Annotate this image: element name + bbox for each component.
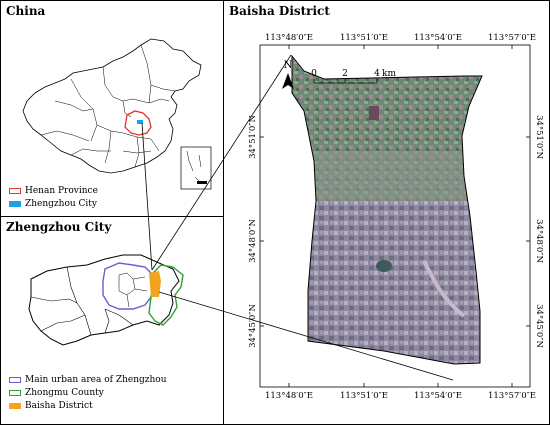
china-panel-title: China [6, 4, 46, 18]
zhengzhou-outline [28, 254, 180, 346]
legend-baisha-label: Baisha District [25, 401, 93, 411]
lat-label-left: 34°48′0″N [248, 219, 258, 263]
lat-label-right: 34°51′0″N [534, 115, 544, 159]
lon-label-top: 113°48′0″E [265, 33, 313, 43]
legend-main-urban: Main urban area of Zhengzhou [9, 375, 167, 385]
lon-label-bottom: 113°51′0″E [340, 391, 388, 401]
lon-label-top: 113°51′0″E [340, 33, 388, 43]
lon-label-bottom: 113°57′0″E [488, 391, 536, 401]
baisha-swatch [9, 403, 21, 409]
urban-swatch [9, 377, 21, 383]
china-outline [22, 38, 202, 174]
legend-zhongmu-label: Zhongmu County [25, 388, 104, 398]
scale-tick-label: 0 [311, 69, 317, 79]
china-map [22, 38, 212, 190]
legend-zhengzhou-city: Zhengzhou City [9, 199, 97, 209]
lat-label-right: 34°48′0″N [534, 219, 544, 263]
baisha-panel: Baisha District [223, 0, 550, 425]
scale-bar [313, 79, 378, 84]
legend-urban-label: Main urban area of Zhengzhou [25, 375, 167, 385]
zhengzhou-swatch [9, 201, 21, 207]
zhengzhou-city [137, 120, 143, 124]
legend-henan-province: Henan Province [9, 186, 98, 196]
lat-label-left: 34°51′0″N [248, 115, 258, 159]
lat-label-left: 34°45′0″N [248, 304, 258, 348]
baisha-boundary [291, 54, 483, 365]
henan-swatch [9, 188, 21, 194]
main-urban-area [102, 262, 154, 310]
zhongmu-swatch [9, 390, 21, 396]
north-label: N [284, 60, 293, 71]
legend-zhongmu: Zhongmu County [9, 388, 104, 398]
lon-label-top: 113°57′0″E [488, 33, 536, 43]
zhengzhou-panel: Zhengzhou City Main urban area of Zhengz… [0, 216, 224, 425]
scale-tick-label: 4 [374, 69, 380, 79]
baisha-panel-title: Baisha District [229, 4, 330, 18]
zhengzhou-panel-title: Zhengzhou City [6, 220, 112, 234]
lon-label-top: 113°54′0″E [414, 33, 462, 43]
legend-henan-label: Henan Province [25, 186, 98, 196]
lon-label-bottom: 113°54′0″E [414, 391, 462, 401]
china-panel: China Henan Province Zhengzhou City [0, 0, 224, 217]
baisha-map: 113°48′0″E 113°51′0″E 113°54′0″E 113°57′… [248, 33, 544, 401]
baisha-district [149, 271, 161, 297]
legend-baisha: Baisha District [9, 401, 93, 411]
scale-tick-label: 2 [342, 69, 348, 79]
lat-label-right: 34°45′0″N [534, 304, 544, 348]
lon-label-bottom: 113°48′0″E [265, 391, 313, 401]
legend-zhengzhou-label: Zhengzhou City [25, 199, 98, 209]
scale-unit-label: km [382, 69, 396, 79]
